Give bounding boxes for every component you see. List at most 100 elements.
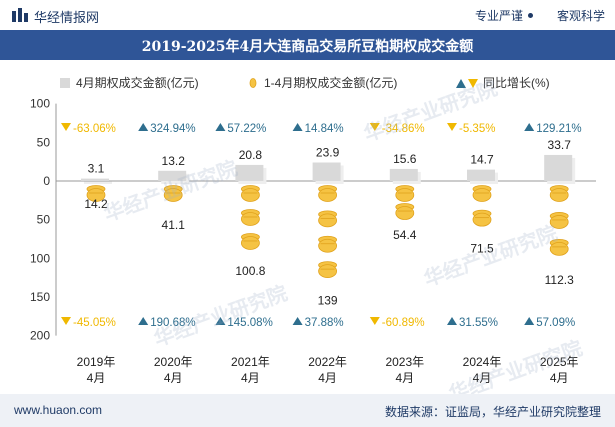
title-bar: 2019-2025年4月大连商品交易所豆粕期权成交金额 <box>0 30 615 60</box>
growth-ytd-label: 31.55% <box>459 317 498 329</box>
growth-monthly-label: 324.94% <box>150 123 195 135</box>
slogan-separator-dot <box>528 13 533 18</box>
coin-body-icon <box>549 215 569 229</box>
brand-name: 华经情报网 <box>34 10 100 25</box>
growth-ytd-label: 145.08% <box>227 317 272 329</box>
monthly-bar <box>544 154 573 181</box>
coin-body-icon <box>549 241 569 256</box>
monthly-bar <box>467 169 495 181</box>
monthly-value-label: 15.6 <box>393 152 417 166</box>
legend-item-monthly: 4月期权成交金额(亿元) <box>60 74 199 91</box>
x-tick-label-year: 2022年 <box>308 355 347 369</box>
x-tick-label-year: 2021年 <box>231 355 270 369</box>
y-tick-label: 0 <box>43 174 50 188</box>
up-arrow-icon <box>138 123 149 131</box>
down-arrow-icon <box>369 317 380 325</box>
growth-ytd-label: 37.88% <box>305 317 344 329</box>
coin-body-icon <box>549 188 569 202</box>
x-tick-label-month: 4月 <box>473 371 492 385</box>
y-tick-label: 50 <box>37 135 51 149</box>
legend-label-growth: 同比增长(%) <box>483 76 550 90</box>
growth-monthly-label: -5.35% <box>459 123 495 135</box>
growth-monthly-label: 57.22% <box>227 123 266 135</box>
ytd-value-label: 41.1 <box>162 218 186 232</box>
coin-body-icon <box>318 213 338 228</box>
growth-monthly-label: 14.84% <box>305 123 344 135</box>
growth-ytd-label: 57.09% <box>536 317 575 329</box>
y-tick-label: 150 <box>30 290 50 304</box>
y-tick-label: 50 <box>37 213 51 227</box>
coin-body-icon <box>86 188 106 202</box>
up-arrow-icon <box>524 317 535 325</box>
monthly-bar <box>235 164 264 181</box>
chart-legend: 4月期权成交金额(亿元) 1-4月期权成交金额(亿元) 同比增长(%) <box>0 74 615 96</box>
up-arrow-icon <box>138 317 149 325</box>
site-url: www.huaon.com <box>14 403 103 417</box>
huajing-logo-icon <box>12 8 28 22</box>
down-arrow-icon <box>447 123 457 131</box>
growth-ytd-label: 190.68% <box>150 317 195 329</box>
up-arrow-icon <box>524 123 535 131</box>
monthly-value-label: 13.2 <box>162 154 186 168</box>
coin-body-icon <box>472 212 492 227</box>
monthly-value-label: 20.8 <box>239 148 263 162</box>
legend-label-ytd: 1-4月期权成交金额(亿元) <box>264 76 398 90</box>
coin-body-icon <box>472 188 492 202</box>
legend-coin-icon <box>249 78 257 88</box>
ytd-value-label: 139 <box>318 293 338 307</box>
coin-body-icon <box>318 188 338 202</box>
up-arrow-icon <box>292 317 303 325</box>
coin-body-icon <box>318 238 338 253</box>
down-arrow-icon <box>61 123 71 131</box>
down-arrow-icon <box>369 123 380 131</box>
growth-monthly-label: 129.21% <box>536 123 581 135</box>
legend-label-monthly: 4月期权成交金额(亿元) <box>76 76 199 90</box>
monthly-value-label: 3.1 <box>88 162 105 176</box>
monthly-value-label: 23.9 <box>316 146 340 160</box>
x-tick-label-year: 2025年 <box>540 355 579 369</box>
up-arrow-icon <box>215 123 226 131</box>
ytd-value-label: 112.3 <box>545 273 574 287</box>
ytd-value-label: 100.8 <box>235 264 265 278</box>
data-source: 数据来源：证监局，华经产业研究院整理 <box>384 405 601 419</box>
monthly-bar-shadow <box>84 181 112 184</box>
ytd-value-label: 71.5 <box>470 241 494 255</box>
x-tick-label-month: 4月 <box>164 371 183 385</box>
growth-monthly-label: -63.06% <box>73 123 116 135</box>
ytd-value-label: 14.2 <box>84 197 108 211</box>
monthly-value-label: 33.7 <box>548 138 572 152</box>
up-arrow-icon <box>215 317 226 325</box>
down-arrow-icon <box>61 317 71 325</box>
legend-bar-swatch <box>60 78 70 88</box>
x-tick-label-month: 4月 <box>395 371 414 385</box>
coin-body-icon <box>240 236 260 250</box>
x-tick-label-year: 2019年 <box>77 355 116 369</box>
x-tick-label-year: 2023年 <box>385 355 424 369</box>
x-tick-label-month: 4月 <box>87 371 106 385</box>
x-tick-label-month: 4月 <box>318 371 337 385</box>
monthly-bar <box>312 162 341 181</box>
growth-monthly-label: -34.86% <box>382 123 425 135</box>
slogan-left: 专业严谨 <box>474 9 523 23</box>
growth-ytd-label: -45.05% <box>73 317 116 329</box>
up-arrow-icon <box>292 123 303 131</box>
legend-up-down-arrow-icon <box>456 79 478 88</box>
growth-ytd-label: -60.89% <box>382 317 425 329</box>
monthly-value-label: 14.7 <box>470 153 494 167</box>
y-tick-label: 200 <box>30 329 50 343</box>
monthly-bar <box>158 170 187 181</box>
y-tick-label: 100 <box>30 97 50 111</box>
x-tick-label-year: 2020年 <box>154 355 193 369</box>
chart-plot: 100 50 0 50 100 150 200 3.1 14.2 -63.06% -45.05% 20… <box>30 97 596 385</box>
x-tick-label-year: 2024年 <box>463 355 502 369</box>
slogan-right: 客观科学 <box>556 9 605 23</box>
monthly-bar <box>81 178 109 181</box>
coin-body-icon <box>318 264 338 279</box>
footer-bar: www.huaon.com 数据来源：证监局，华经产业研究院整理 <box>0 394 615 427</box>
legend-item-growth: 同比增长(%) <box>456 74 550 91</box>
coin-body-icon <box>163 188 183 202</box>
coin-body-icon <box>240 212 260 226</box>
top-bar: 华经情报网 专业严谨 客观科学 <box>0 0 615 30</box>
coin-body-icon <box>240 188 260 202</box>
